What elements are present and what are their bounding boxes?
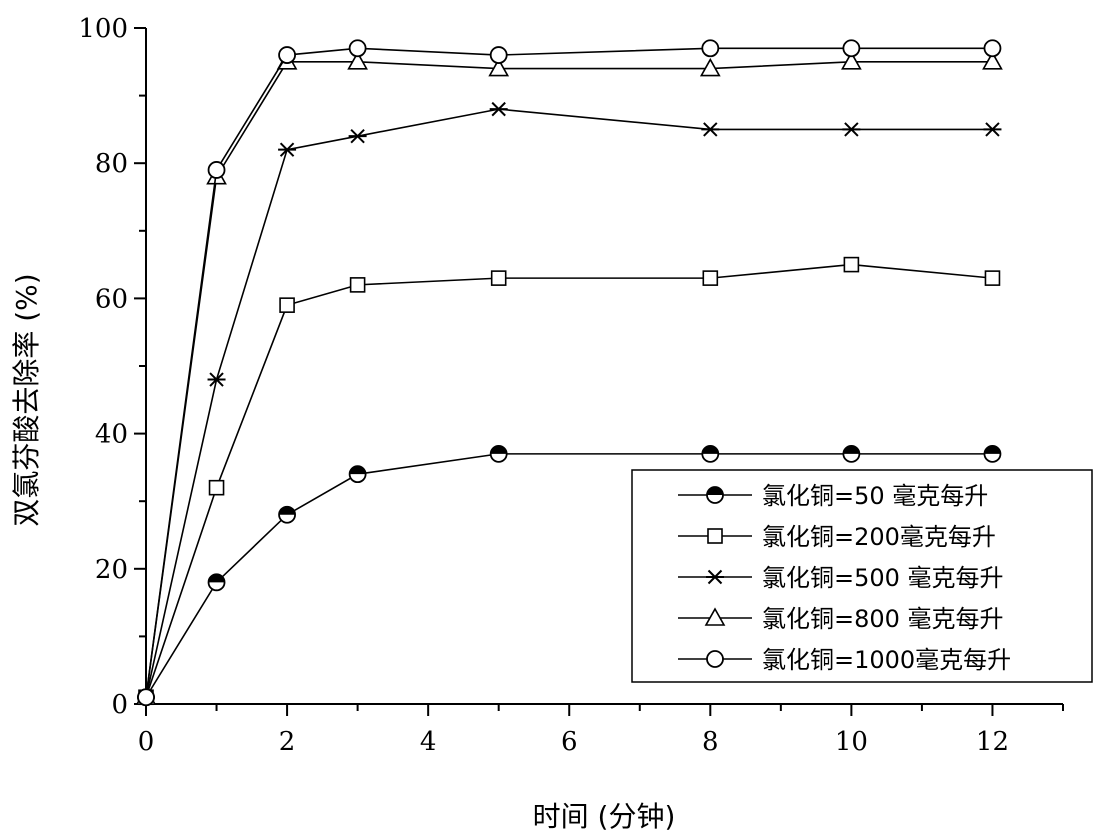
legend-box xyxy=(631,469,1093,683)
data-point xyxy=(278,505,296,524)
x-axis-ticks: 0 2 4 6 8 10 12 xyxy=(138,704,1064,757)
data-point xyxy=(982,51,1003,70)
data-point xyxy=(842,444,861,463)
marker-stroke xyxy=(209,372,224,387)
legend-label: 氯化铜=800 毫克每升 xyxy=(762,605,1004,633)
legend-label: 氯化铜=50 毫克每升 xyxy=(762,482,988,510)
x-tick-label: 6 xyxy=(561,727,578,757)
data-point xyxy=(489,444,508,463)
x-tick-label: 0 xyxy=(138,727,155,757)
legend-item: 氯化铜=200毫克每升 xyxy=(678,523,996,551)
data-point xyxy=(701,444,720,463)
y-tick-label: 20 xyxy=(95,555,128,585)
marker-fill xyxy=(843,445,860,454)
marker-stroke xyxy=(707,569,723,585)
data-point xyxy=(490,270,507,286)
data-point xyxy=(841,51,862,70)
x-tick-label: 2 xyxy=(279,727,296,757)
data-point xyxy=(489,46,508,64)
data-point xyxy=(983,444,1002,463)
x-tick-label: 12 xyxy=(976,727,1009,757)
marker-stroke xyxy=(491,101,506,117)
data-point xyxy=(208,479,225,496)
legend-label: 氯化铜=200毫克每升 xyxy=(762,523,996,551)
data-point xyxy=(488,57,510,77)
series-layer xyxy=(135,39,1003,707)
data-point xyxy=(348,465,367,484)
legend-marker xyxy=(706,650,724,668)
legend-item: 氯化铜=1000毫克每升 xyxy=(678,646,1011,674)
data-point xyxy=(984,270,1001,286)
legend-marker xyxy=(706,486,724,504)
data-point xyxy=(699,57,721,77)
marker-stroke xyxy=(279,142,295,157)
data-point xyxy=(207,161,226,179)
data-point xyxy=(278,46,296,64)
data-point xyxy=(347,51,368,70)
marker-stroke xyxy=(350,128,365,144)
x-tick-label: 10 xyxy=(835,727,868,757)
data-point xyxy=(348,128,367,144)
legend-marker xyxy=(706,569,724,585)
data-point xyxy=(983,122,1002,137)
y-tick-label: 0 xyxy=(111,690,128,720)
y-tick-label: 40 xyxy=(95,420,128,450)
data-point xyxy=(489,101,508,117)
data-point xyxy=(843,256,860,273)
data-point xyxy=(842,39,861,58)
marker-fill xyxy=(208,574,225,583)
legend-label: 氯化铜=1000毫克每升 xyxy=(762,646,1011,674)
legend-item: 氯化铜=50 毫克每升 xyxy=(678,482,988,510)
series-line xyxy=(145,453,993,698)
legend-label: 氯化铜=500 毫克每升 xyxy=(762,564,1004,592)
x-axis-title: 时间 (分钟) xyxy=(533,800,676,833)
legend-marker xyxy=(707,528,723,544)
marker-stroke xyxy=(985,122,1000,137)
series-5 xyxy=(137,39,1002,707)
legend-marker xyxy=(704,607,726,626)
y-tick-label: 60 xyxy=(95,284,128,314)
marker-fill xyxy=(707,487,723,495)
data-point xyxy=(348,39,367,58)
y-tick-label: 80 xyxy=(95,149,128,179)
data-point xyxy=(702,270,719,286)
data-point xyxy=(349,277,366,293)
data-point xyxy=(983,39,1002,58)
data-point xyxy=(207,372,226,387)
legend-item: 氯化铜=800 毫克每升 xyxy=(678,605,1004,633)
series-line xyxy=(145,263,993,698)
data-point xyxy=(278,142,297,157)
marker-stroke xyxy=(844,122,859,137)
y-tick-label: 100 xyxy=(78,14,128,44)
y-axis-title: 双氯芬酸去除率 (%) xyxy=(10,273,43,526)
marker-fill xyxy=(984,445,1001,454)
marker-fill xyxy=(279,506,296,515)
data-point xyxy=(137,688,155,707)
data-point xyxy=(842,122,861,137)
x-tick-label: 8 xyxy=(702,727,719,757)
marker-fill xyxy=(349,466,366,475)
series-line xyxy=(145,108,993,698)
series-line xyxy=(145,60,993,698)
legend-item: 氯化铜=500 毫克每升 xyxy=(678,564,1004,592)
series-line xyxy=(145,47,993,698)
marker-fill xyxy=(490,445,507,454)
data-point xyxy=(701,122,720,137)
x-tick-label: 4 xyxy=(420,727,437,757)
marker-fill xyxy=(702,445,719,454)
series-2 xyxy=(138,256,1001,706)
data-point xyxy=(279,297,295,313)
data-point xyxy=(207,573,226,592)
marker-stroke xyxy=(703,122,718,137)
data-point xyxy=(701,39,720,58)
y-axis-ticks: 0 20 40 60 80 100 xyxy=(78,14,146,720)
